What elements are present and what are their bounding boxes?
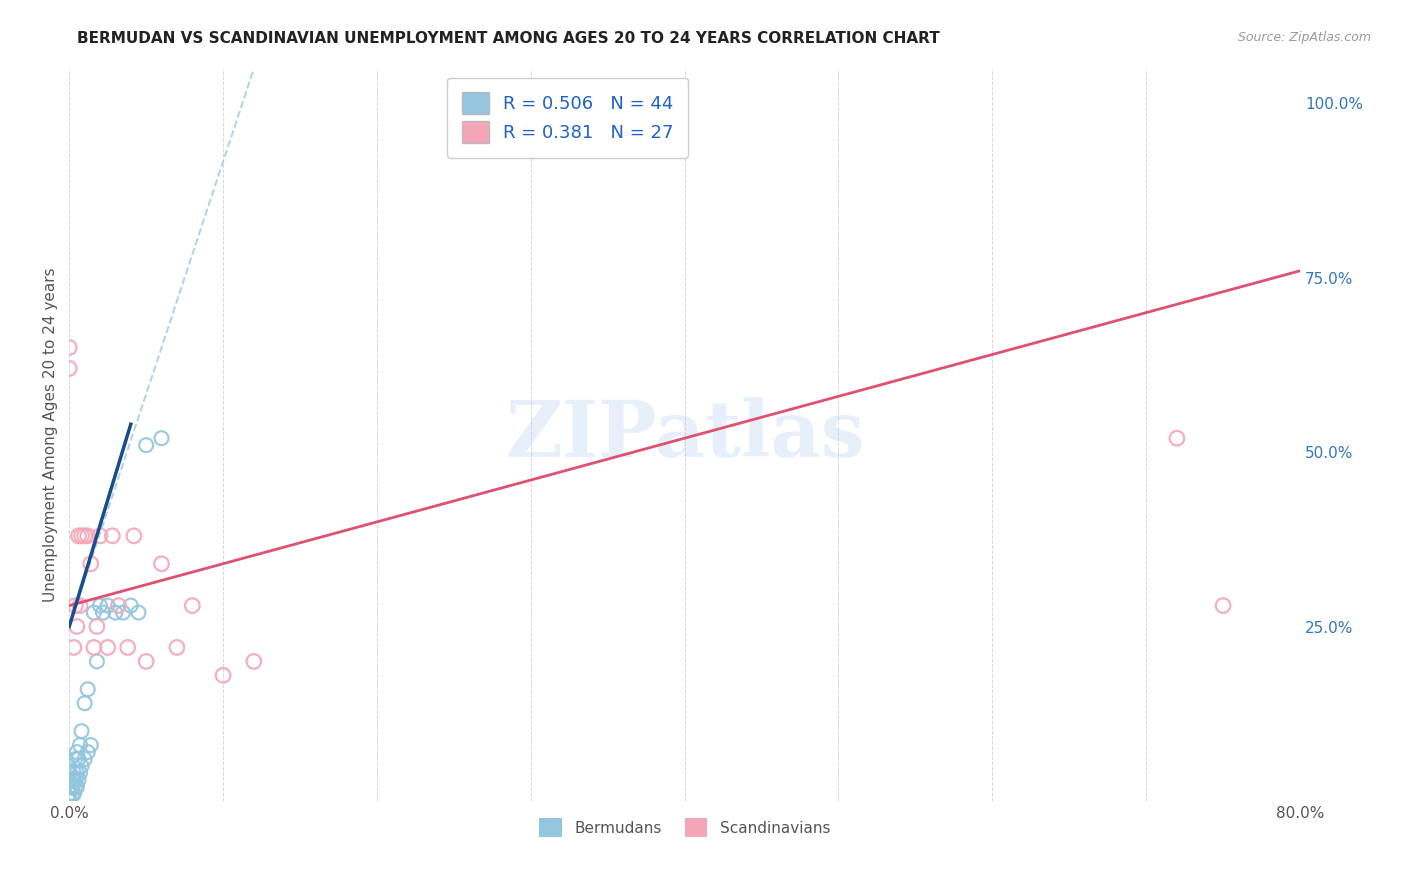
Point <box>58 361 80 376</box>
Point <box>89 599 111 613</box>
Point <box>67 772 90 787</box>
Point <box>58 780 80 794</box>
Point <box>58 766 80 780</box>
Point <box>70 759 93 773</box>
Point <box>97 640 120 655</box>
Point <box>65 772 87 787</box>
Point <box>67 752 90 766</box>
Point <box>86 619 108 633</box>
Point <box>166 640 188 655</box>
Point <box>122 529 145 543</box>
Point <box>65 780 87 794</box>
Point <box>101 529 124 543</box>
Point <box>58 341 80 355</box>
Point <box>67 529 90 543</box>
Point <box>150 431 173 445</box>
Point <box>127 606 149 620</box>
Point <box>91 606 114 620</box>
Point <box>181 599 204 613</box>
Point <box>83 606 105 620</box>
Point <box>104 606 127 620</box>
Point <box>243 654 266 668</box>
Point <box>97 599 120 613</box>
Point <box>58 772 80 787</box>
Point <box>60 772 83 787</box>
Point <box>80 738 103 752</box>
Point <box>69 599 91 613</box>
Point <box>66 780 89 794</box>
Point <box>86 654 108 668</box>
Point <box>58 787 80 801</box>
Point <box>65 599 87 613</box>
Point <box>150 557 173 571</box>
Point <box>76 682 98 697</box>
Point <box>117 640 139 655</box>
Point <box>66 619 89 633</box>
Point <box>80 557 103 571</box>
Point <box>1212 599 1234 613</box>
Point <box>107 599 129 613</box>
Point <box>63 772 86 787</box>
Point <box>63 640 86 655</box>
Point <box>63 787 86 801</box>
Point <box>58 759 80 773</box>
Point <box>58 794 80 808</box>
Point <box>58 780 80 794</box>
Point <box>135 438 157 452</box>
Point <box>135 654 157 668</box>
Point <box>112 606 135 620</box>
Point <box>69 766 91 780</box>
Point <box>70 724 93 739</box>
Point <box>58 772 80 787</box>
Point <box>89 529 111 543</box>
Point <box>58 794 80 808</box>
Y-axis label: Unemployment Among Ages 20 to 24 years: Unemployment Among Ages 20 to 24 years <box>44 268 58 602</box>
Point <box>76 745 98 759</box>
Point <box>60 787 83 801</box>
Point <box>83 640 105 655</box>
Point <box>66 766 89 780</box>
Legend: Bermudans, Scandinavians: Bermudans, Scandinavians <box>531 811 838 845</box>
Point <box>1166 431 1188 445</box>
Point <box>212 668 235 682</box>
Point <box>73 529 96 543</box>
Text: ZIPatlas: ZIPatlas <box>505 397 865 473</box>
Text: Source: ZipAtlas.com: Source: ZipAtlas.com <box>1237 31 1371 45</box>
Point <box>63 766 86 780</box>
Point <box>120 599 142 613</box>
Point <box>58 787 80 801</box>
Point <box>60 780 83 794</box>
Point <box>70 529 93 543</box>
Point <box>73 696 96 710</box>
Point <box>65 752 87 766</box>
Point <box>76 529 98 543</box>
Point <box>69 738 91 752</box>
Point <box>73 752 96 766</box>
Point <box>66 745 89 759</box>
Text: BERMUDAN VS SCANDINAVIAN UNEMPLOYMENT AMONG AGES 20 TO 24 YEARS CORRELATION CHAR: BERMUDAN VS SCANDINAVIAN UNEMPLOYMENT AM… <box>77 31 941 46</box>
